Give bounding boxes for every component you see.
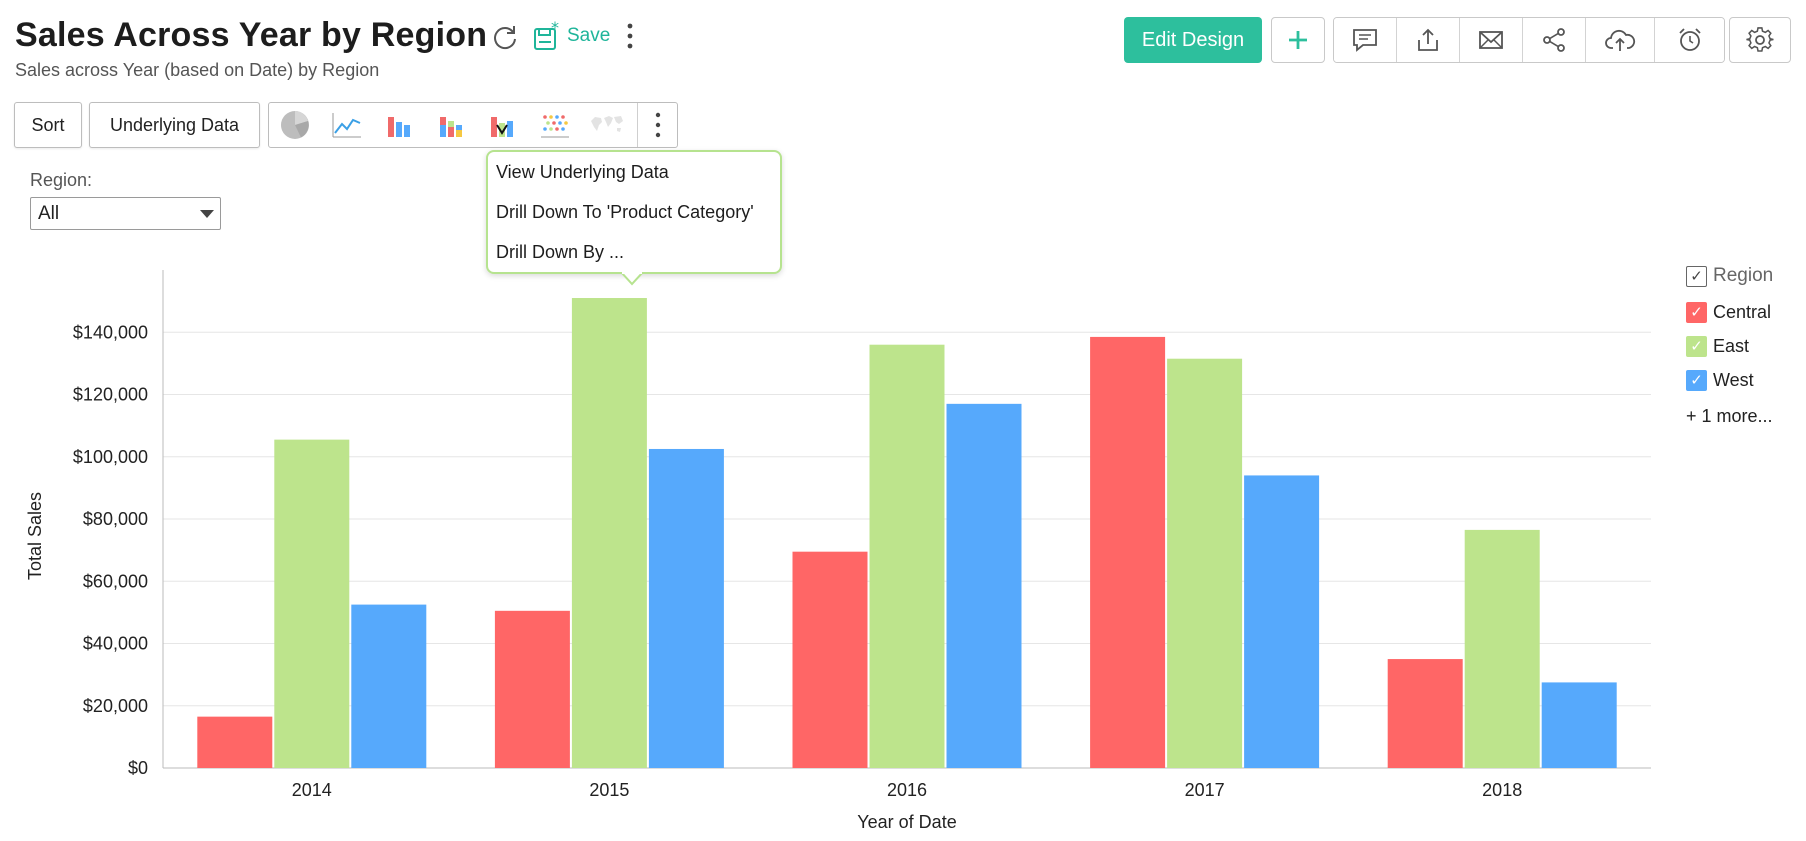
region-filter-select[interactable]: All <box>30 197 221 230</box>
bar-west-2015[interactable] <box>648 448 724 768</box>
x-tick-label: 2018 <box>1482 780 1522 800</box>
email-button[interactable] <box>1460 18 1523 62</box>
scatter-chart-button[interactable] <box>529 103 581 147</box>
legend-title: Region <box>1713 265 1774 286</box>
bar-east-2015[interactable] <box>571 298 647 768</box>
y-tick-label: $60,000 <box>83 571 148 591</box>
bar-central-2014[interactable] <box>197 716 273 768</box>
menu-item-view-underlying-data[interactable]: View Underlying Data <box>496 162 669 182</box>
stacked-bar-icon <box>440 117 462 137</box>
page-title: Sales Across Year by Region <box>15 16 488 54</box>
export-icon <box>1418 28 1438 51</box>
pie-chart-icon <box>281 111 309 139</box>
y-tick-label: $20,000 <box>83 696 148 716</box>
menu-item-drill-down-by[interactable]: Drill Down By ... <box>496 242 625 262</box>
legend-label-central: Central <box>1713 301 1772 322</box>
scatter-icon <box>541 115 569 138</box>
schedule-button[interactable] <box>1655 18 1724 62</box>
bar-west-2016[interactable] <box>946 403 1022 768</box>
legend-more-link[interactable]: + 1 more... <box>1686 405 1773 426</box>
more-options-icon <box>655 112 660 138</box>
bar-central-2016[interactable] <box>792 551 868 768</box>
action-toolbar <box>1333 17 1725 63</box>
sort-button[interactable]: Sort <box>14 102 82 148</box>
bar-central-2018[interactable] <box>1387 659 1463 768</box>
share-button[interactable] <box>1523 18 1586 62</box>
mail-icon <box>1479 31 1503 49</box>
legend-item-central[interactable]: ✓ Central <box>1686 301 1771 323</box>
edit-design-button[interactable]: Edit Design <box>1124 17 1262 63</box>
line-chart-icon <box>332 113 361 138</box>
add-button[interactable] <box>1271 17 1325 63</box>
line-chart-button[interactable] <box>321 103 373 147</box>
comment-button[interactable] <box>1334 18 1397 62</box>
bar-chart-button[interactable] <box>373 103 425 147</box>
y-tick-label: $100,000 <box>73 447 148 467</box>
legend-checkbox-west[interactable]: ✓ <box>1686 369 1707 391</box>
x-tick-label: 2015 <box>589 780 629 800</box>
map-chart-button[interactable] <box>581 103 633 147</box>
more-options-icon[interactable] <box>622 20 638 52</box>
pie-chart-button[interactable] <box>269 103 321 147</box>
save-button[interactable]: * Save <box>533 16 610 56</box>
map-icon <box>591 116 623 132</box>
bar-line-combo-icon <box>491 117 513 137</box>
y-tick-label: $80,000 <box>83 509 148 529</box>
bar-west-2018[interactable] <box>1541 682 1617 768</box>
export-button[interactable] <box>1397 18 1460 62</box>
legend-label-east: East <box>1713 335 1750 356</box>
bar-chart-icon <box>388 117 410 137</box>
chart-type-selector <box>268 102 678 148</box>
svg-text:*: * <box>551 21 559 37</box>
save-label: Save <box>567 25 611 46</box>
gear-icon <box>1746 27 1774 52</box>
y-tick-label: $40,000 <box>83 634 148 654</box>
menu-item-drill-down-product-category[interactable]: Drill Down To 'Product Category' <box>496 202 754 222</box>
bar-east-2018[interactable] <box>1464 529 1540 768</box>
x-axis-title: Year of Date <box>857 812 956 832</box>
underlying-data-button[interactable]: Underlying Data <box>89 102 260 148</box>
bar-central-2017[interactable] <box>1090 336 1166 768</box>
legend-checkbox-central[interactable]: ✓ <box>1686 301 1707 323</box>
stacked-bar-button[interactable] <box>425 103 477 147</box>
alarm-clock-icon <box>1678 28 1701 51</box>
chart-type-more-button[interactable] <box>637 103 677 147</box>
dropdown-caret-icon <box>200 210 214 218</box>
y-tick-label: $0 <box>128 758 148 778</box>
share-icon <box>1543 28 1565 52</box>
page-subtitle: Sales across Year (based on Date) by Reg… <box>15 60 380 80</box>
bar-west-2014[interactable] <box>351 604 427 768</box>
popup-pointer <box>621 272 643 286</box>
cloud-upload-icon <box>1605 29 1636 51</box>
plus-icon <box>1289 31 1307 49</box>
region-filter-value: All <box>38 202 60 224</box>
x-tick-label: 2014 <box>292 780 332 800</box>
settings-button[interactable] <box>1729 17 1791 63</box>
bar-east-2017[interactable] <box>1167 358 1243 768</box>
refresh-icon[interactable] <box>490 22 520 52</box>
context-menu: View Underlying Data Drill Down To 'Prod… <box>486 150 782 274</box>
y-axis-title: Total Sales <box>25 492 45 580</box>
legend-checkbox-east[interactable]: ✓ <box>1686 335 1707 357</box>
legend-item-east[interactable]: ✓ East <box>1686 335 1749 357</box>
y-tick-label: $140,000 <box>73 322 148 342</box>
x-tick-label: 2016 <box>887 780 927 800</box>
combo-chart-button[interactable] <box>477 103 529 147</box>
bar-east-2016[interactable] <box>869 344 945 768</box>
bar-central-2015[interactable] <box>494 610 570 768</box>
x-tick-label: 2017 <box>1185 780 1225 800</box>
legend-header[interactable]: ✓ Region <box>1686 265 1773 287</box>
bar-west-2017[interactable] <box>1244 475 1320 768</box>
y-tick-label: $120,000 <box>73 385 148 405</box>
legend-label-west: West <box>1713 369 1754 390</box>
bar-east-2014[interactable] <box>274 439 350 768</box>
region-filter-label: Region: <box>30 170 93 190</box>
save-icon: * <box>534 21 559 50</box>
comment-icon <box>1353 29 1377 52</box>
cloud-upload-button[interactable] <box>1586 18 1655 62</box>
legend-select-all-checkbox[interactable]: ✓ <box>1686 265 1707 287</box>
legend-item-west[interactable]: ✓ West <box>1686 369 1754 391</box>
